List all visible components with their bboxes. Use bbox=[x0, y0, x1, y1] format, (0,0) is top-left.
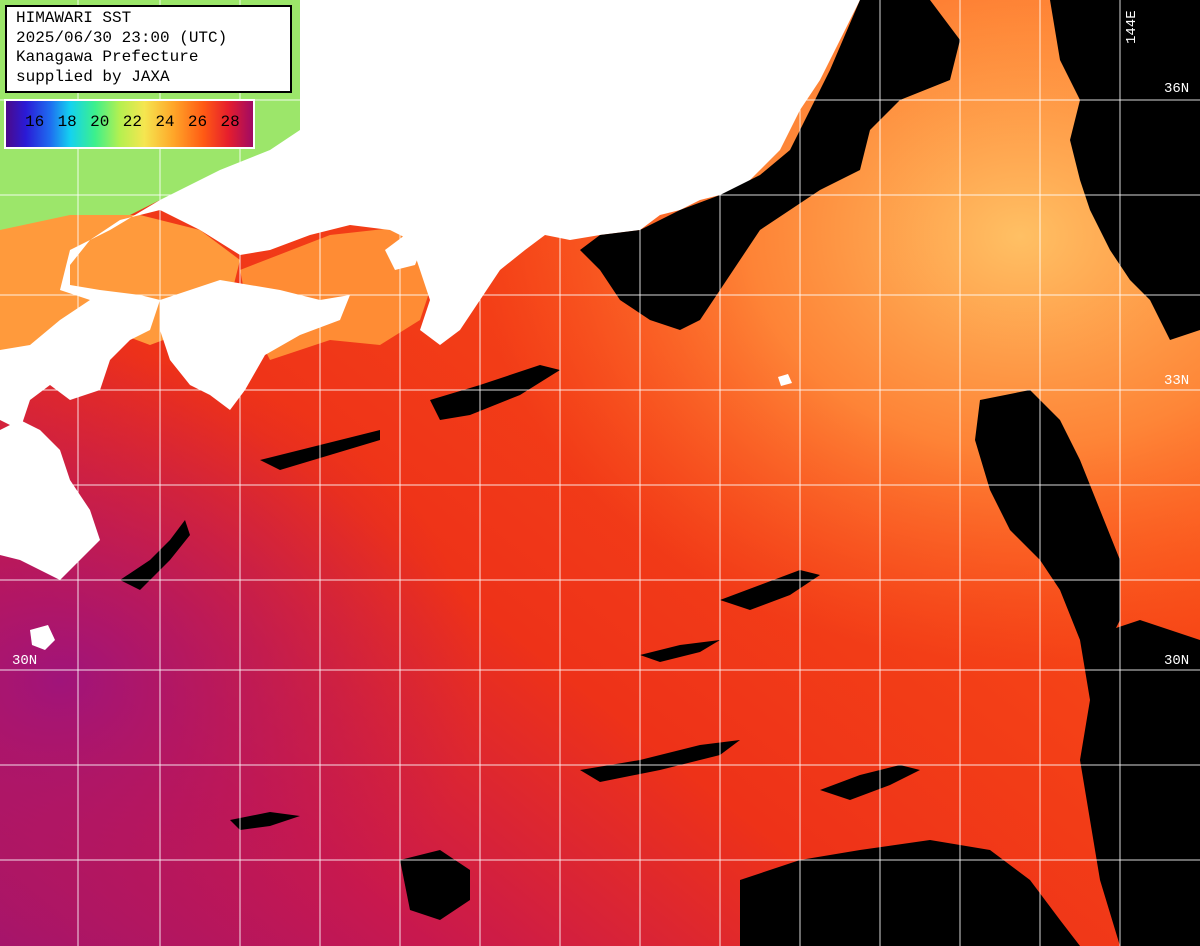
cloud-streak-6 bbox=[230, 812, 300, 830]
lat-label-36n: 36N bbox=[1164, 81, 1190, 97]
legend-tick: 24 bbox=[155, 113, 175, 131]
cloud-streak-8 bbox=[640, 640, 720, 662]
cloud-kanto bbox=[580, 0, 960, 330]
legend-tick: 20 bbox=[90, 113, 110, 131]
temperature-legend: 16 18 20 22 24 26 28 bbox=[4, 99, 255, 149]
info-box: HIMAWARI SST 2025/06/30 23:00 (UTC) Kana… bbox=[5, 5, 292, 93]
legend-tick: 16 bbox=[25, 113, 45, 131]
awaji-island bbox=[385, 235, 425, 270]
cloud-streak-3 bbox=[120, 520, 190, 590]
lat-label-30n: 30N bbox=[1164, 653, 1190, 669]
legend-tick: 18 bbox=[57, 113, 77, 131]
data-source: supplied by JAXA bbox=[16, 67, 170, 86]
observation-time: 2025/06/30 23:00 (UTC) bbox=[16, 28, 228, 47]
cloud-streak-7 bbox=[820, 765, 920, 800]
miyake-island bbox=[778, 374, 792, 386]
lon-label-136e: 136E bbox=[482, 10, 498, 44]
honshu-land bbox=[0, 0, 860, 430]
lat-label-33n: 33N bbox=[1164, 373, 1190, 389]
tanegashima-island bbox=[30, 625, 55, 650]
lon-label-144e: 144E bbox=[1124, 10, 1140, 44]
shikoku-land bbox=[160, 280, 350, 410]
cloud-streak-5 bbox=[580, 740, 740, 782]
cloud-east-band bbox=[975, 390, 1120, 660]
legend-tick: 26 bbox=[187, 113, 208, 131]
cloud-east-lower bbox=[1080, 620, 1200, 946]
product-title: HIMAWARI SST bbox=[16, 9, 132, 27]
legend-tick: 28 bbox=[220, 113, 240, 131]
kyushu-land bbox=[0, 420, 100, 580]
cloud-south bbox=[740, 840, 1080, 946]
cloud-streak-1 bbox=[430, 365, 560, 420]
lat-label-33-left: 33 bbox=[12, 373, 29, 389]
organization: Kanagawa Prefecture bbox=[16, 48, 199, 66]
legend-tick: 22 bbox=[122, 113, 142, 131]
cloud-northeast bbox=[1050, 0, 1200, 340]
cloud-south-central bbox=[400, 850, 470, 920]
legend-ticks: 16 18 20 22 24 26 28 bbox=[6, 113, 253, 131]
lat-label-30n-left: 30N bbox=[12, 653, 38, 669]
